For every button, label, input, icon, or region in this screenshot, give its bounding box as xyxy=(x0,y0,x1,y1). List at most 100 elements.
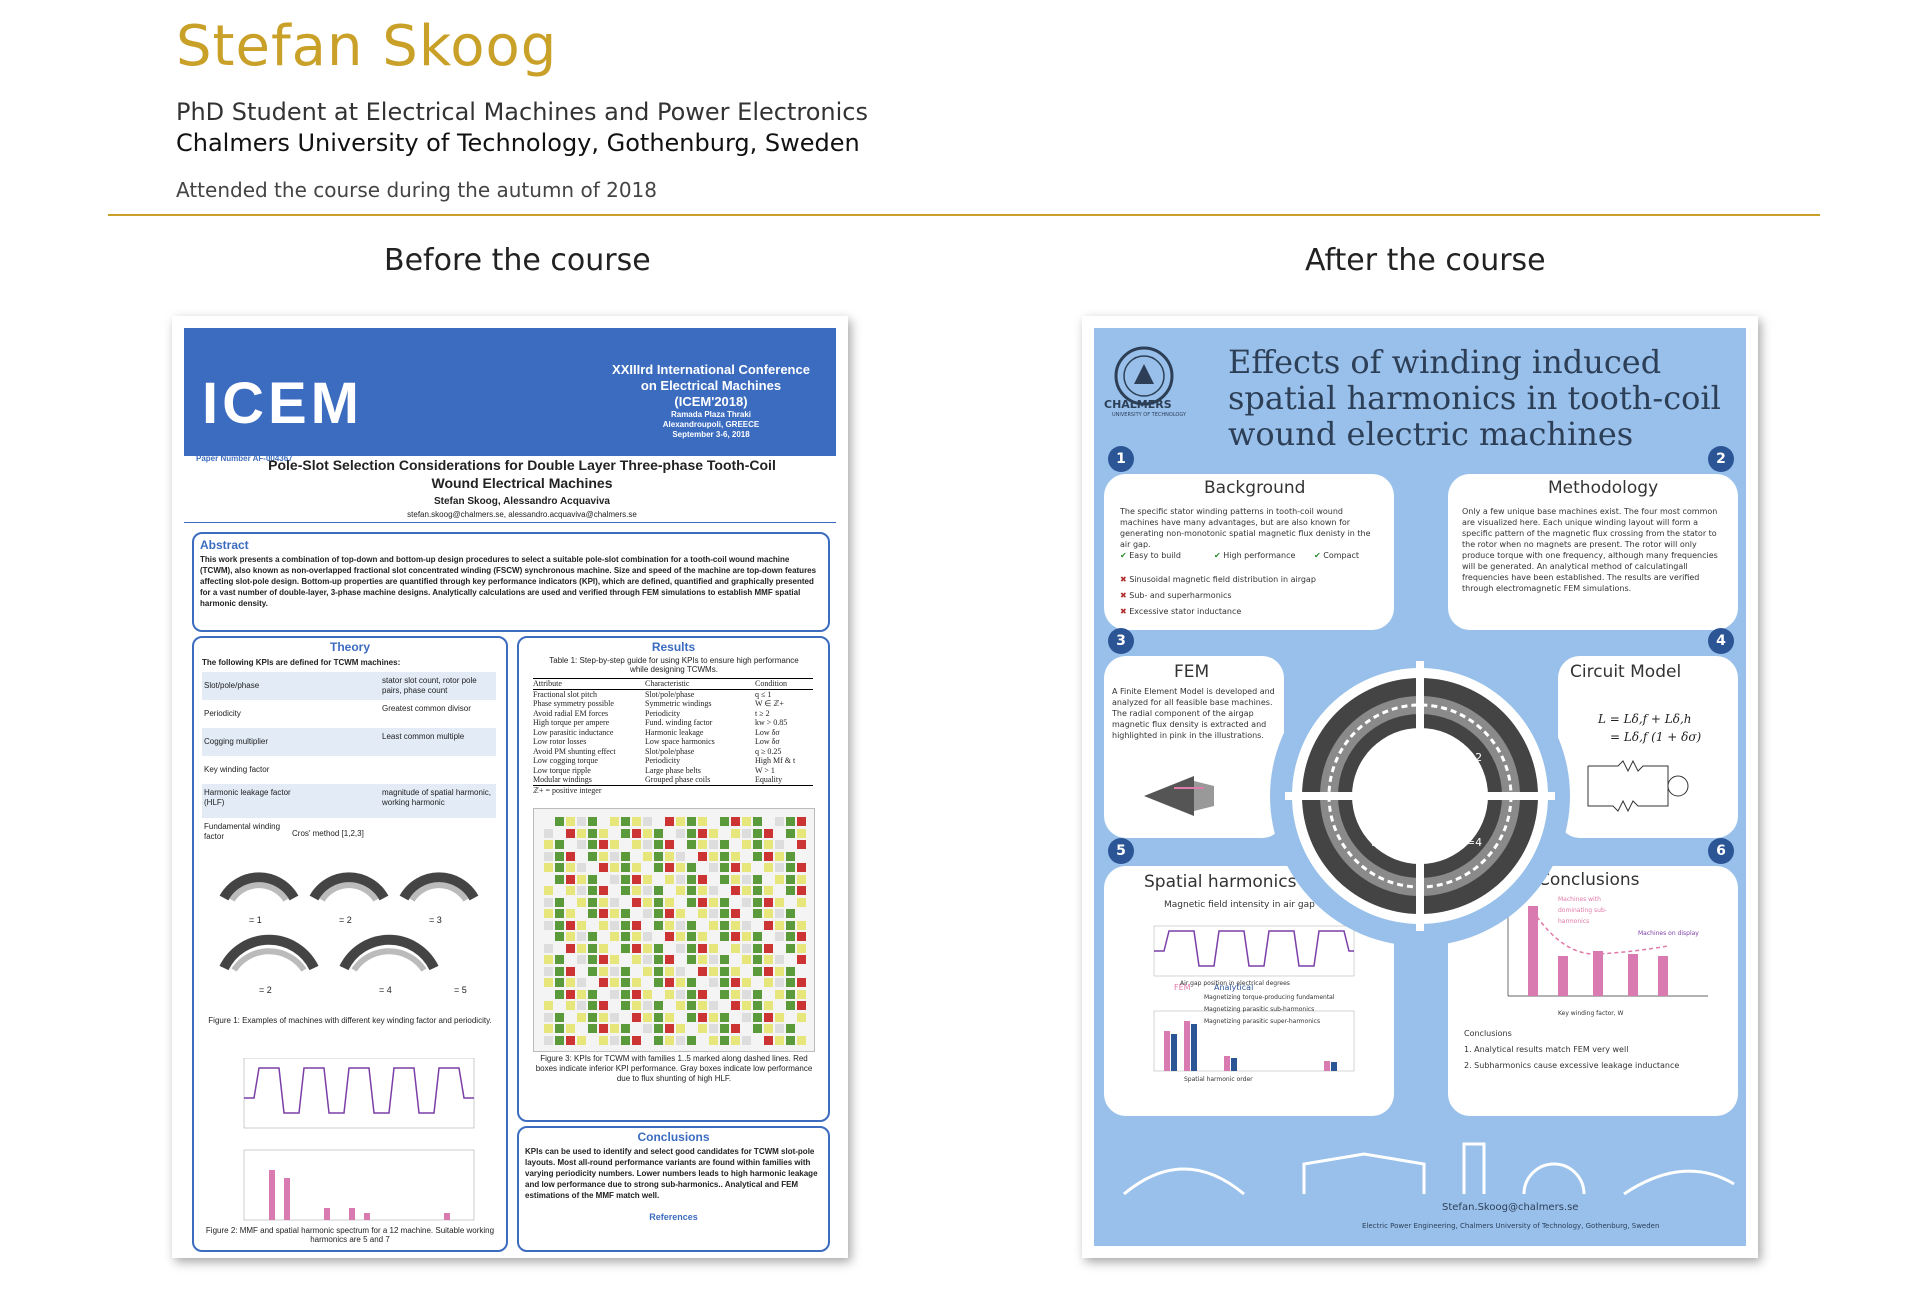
grid-cell xyxy=(709,909,718,918)
grid-cell xyxy=(709,1012,718,1022)
grid-cell xyxy=(742,840,751,849)
table-cell: Equality xyxy=(755,775,783,784)
grid-cell xyxy=(632,920,641,930)
grid-cell xyxy=(577,955,586,964)
grid-cell xyxy=(632,978,641,987)
grid-cell xyxy=(775,817,784,826)
grid-cell xyxy=(544,966,553,976)
grid-cell xyxy=(731,874,740,884)
grid-cell xyxy=(610,1035,619,1045)
section-background: Spatial harmonics Magnetic field intensi… xyxy=(1104,866,1394,1116)
conclusion-item: 2. Subharmonics cause excessive leakage … xyxy=(1464,1061,1680,1070)
grid-cell xyxy=(764,966,773,976)
grid-cell xyxy=(621,1024,630,1033)
grid-cell xyxy=(665,920,674,930)
grid-cell xyxy=(621,966,630,976)
grid-cell xyxy=(599,840,608,849)
grid-cell xyxy=(566,978,575,987)
grid-cell xyxy=(797,1012,806,1022)
grid-cell xyxy=(753,840,762,849)
grid-cell xyxy=(555,966,564,976)
grid-cell xyxy=(654,978,663,987)
grid-cell xyxy=(665,840,674,849)
kpi-name: Key winding factor xyxy=(204,765,270,774)
grid-cell xyxy=(709,840,718,849)
grid-cell xyxy=(687,840,696,849)
grid-cell xyxy=(654,943,663,953)
grid-cell xyxy=(786,874,795,884)
grid-cell xyxy=(610,874,619,884)
grid-cell xyxy=(720,840,729,849)
grid-cell xyxy=(566,943,575,953)
grid-cell xyxy=(753,1024,762,1033)
grid-cell xyxy=(676,989,685,999)
grid-cell xyxy=(764,851,773,861)
grid-cell xyxy=(577,817,586,826)
con-item: ✖ Sub- and superharmonics xyxy=(1120,591,1232,600)
grid-cell xyxy=(742,978,751,987)
grid-cell xyxy=(720,817,729,826)
table-cell: Avoid PM shunting effect xyxy=(533,746,616,756)
grid-cell xyxy=(588,989,597,999)
table-cell: Low δσ xyxy=(755,727,780,737)
grid-cell xyxy=(731,966,740,976)
ring-label: W=2 xyxy=(1455,751,1482,764)
grid-cell xyxy=(676,1001,685,1010)
grid-cell xyxy=(709,897,718,907)
grid-cell xyxy=(544,1001,553,1010)
section-background: Background The specific stator winding p… xyxy=(1104,474,1394,630)
grid-cell xyxy=(566,817,575,826)
grid-cell xyxy=(775,840,784,849)
kpi-desc: Least common multiple xyxy=(382,732,465,741)
grid-cell xyxy=(775,920,784,930)
grid-cell xyxy=(654,840,663,849)
grid-cell xyxy=(577,840,586,849)
kpi-row: Periodicity Greatest common divisor xyxy=(202,700,496,728)
grid-cell xyxy=(764,1001,773,1010)
grid-cell xyxy=(753,851,762,861)
grid-cell xyxy=(676,920,685,930)
pro-item: ✔ Easy to build xyxy=(1120,551,1181,560)
grid-cell xyxy=(720,874,729,884)
grid-cell xyxy=(753,932,762,941)
abstract-title: Abstract xyxy=(200,538,249,552)
grid-cell xyxy=(555,817,564,826)
poster-after: CHALMERS UNIVERSITY OF TECHNOLOGY Effect… xyxy=(1082,316,1758,1258)
grid-cell xyxy=(544,851,553,861)
grid-cell xyxy=(797,886,806,895)
grid-cell xyxy=(621,874,630,884)
grid-cell xyxy=(544,1012,553,1022)
grid-cell xyxy=(687,989,696,999)
grid-cell xyxy=(643,966,652,976)
table-row: Low cogging torque Periodicity High Mf & t xyxy=(533,756,813,766)
grid-cell xyxy=(676,1024,685,1033)
kpi-desc: stator slot count, rotor pole pairs, pha… xyxy=(382,676,477,695)
grid-cell xyxy=(643,932,652,941)
table-cell: Slot/pole/phase xyxy=(645,746,695,756)
grid-cell xyxy=(698,851,707,861)
table-cell: t ≥ 2 xyxy=(755,708,770,718)
grid-cell xyxy=(665,932,674,941)
section-background: Methodology Only a few unique base machi… xyxy=(1448,474,1738,630)
grid-cell xyxy=(577,1012,586,1022)
grid-cell xyxy=(687,828,696,838)
grid-cell xyxy=(676,874,685,884)
results-box: Results Table 1: Step-by-step guide for … xyxy=(517,636,830,1122)
table-cell: Modular windings xyxy=(533,775,592,784)
grid-cell xyxy=(555,863,564,872)
grid-cell xyxy=(720,966,729,976)
grid-cell xyxy=(610,966,619,976)
grid-cell xyxy=(676,886,685,895)
grid-cell xyxy=(753,897,762,907)
pro-item: ✔ Compact xyxy=(1314,551,1360,560)
grid-cell xyxy=(610,909,619,918)
table-row: Modular windings Grouped phase coils Equal… xyxy=(533,775,813,786)
grid-cell xyxy=(775,909,784,918)
grid-cell xyxy=(588,817,597,826)
grid-cell xyxy=(753,909,762,918)
abstract-box: Abstract This work presents a combinatio… xyxy=(192,532,830,632)
footer-text: Electric Power Engineering, Chalmers Uni… xyxy=(1362,1222,1660,1230)
conclusions-text: KPIs can be used to identify and select … xyxy=(525,1147,818,1200)
grid-cell xyxy=(676,828,685,838)
section-number: 3 xyxy=(1108,628,1134,654)
